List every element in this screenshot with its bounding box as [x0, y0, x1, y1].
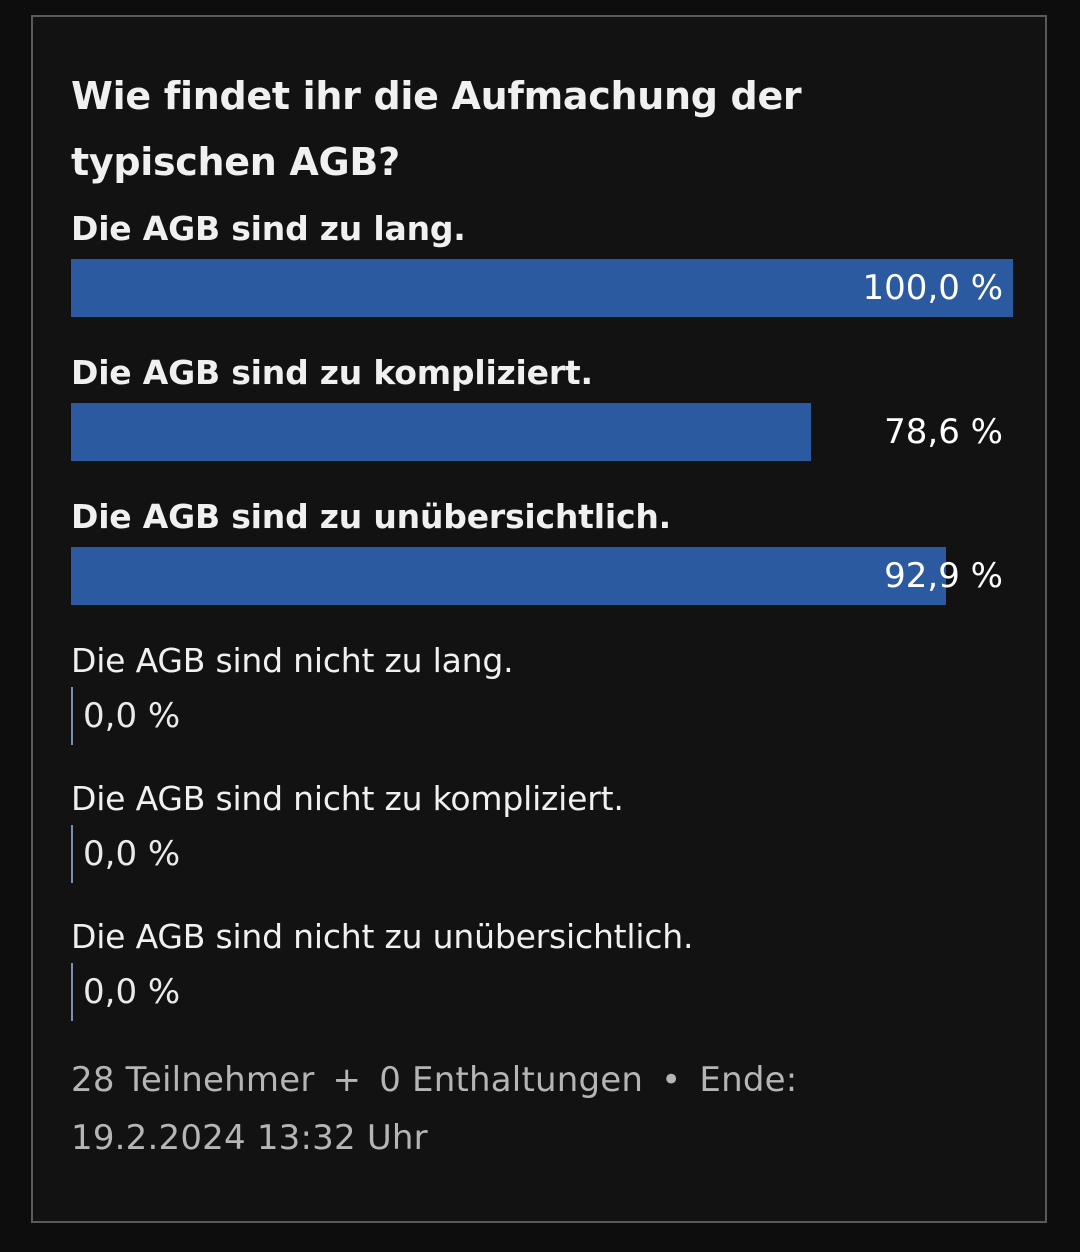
option-label: Die AGB sind nicht zu unübersichtlich. [71, 917, 694, 956]
end-label: Ende: [699, 1060, 798, 1100]
option-label: Die AGB sind zu unübersichtlich. [71, 497, 671, 536]
result-percent: 78,6 % [884, 412, 1003, 452]
poll-card: Wie findet ihr die Aufmachung der typisc… [31, 15, 1047, 1223]
option-label: Die AGB sind nicht zu kompliziert. [71, 779, 624, 818]
poll-option[interactable]: Die AGB sind zu kompliziert. 78,6 % [71, 349, 1013, 461]
result-percent: 92,9 % [884, 556, 1003, 596]
option-label: Die AGB sind zu lang. [71, 209, 466, 248]
plus-separator: + [332, 1060, 362, 1100]
poll-option[interactable]: Die AGB sind nicht zu unübersichtlich. 0… [71, 913, 1013, 1021]
option-label: Die AGB sind nicht zu lang. [71, 641, 514, 680]
result-percent: 0,0 % [83, 696, 181, 736]
poll-footer: 28 Teilnehmer +0 Enthaltungen • Ende: 19.2.… [71, 1051, 1013, 1167]
poll-content: Wie findet ihr die Aufmachung der typisc… [71, 63, 1013, 1167]
result-bar-fill [71, 687, 73, 745]
result-percent: 0,0 % [83, 972, 181, 1012]
end-datetime: 19.2.2024 13:32 Uhr [71, 1118, 428, 1158]
result-bar: 0,0 % [71, 825, 1013, 883]
participant-count: 28 Teilnehmer [71, 1060, 315, 1100]
poll-option[interactable]: Die AGB sind zu unübersichtlich. 92,9 % [71, 493, 1013, 605]
poll-options: Die AGB sind zu lang. 100,0 % Die AGB si… [71, 205, 1013, 1021]
result-bar-fill [71, 259, 1013, 317]
result-bar-fill [71, 963, 73, 1021]
poll-option[interactable]: Die AGB sind nicht zu lang. 0,0 % [71, 637, 1013, 745]
result-bar: 92,9 % [71, 547, 1013, 605]
result-bar-fill [71, 547, 947, 605]
poll-stats-line: 28 Teilnehmer +0 Enthaltungen • Ende: [71, 1051, 1013, 1109]
poll-option[interactable]: Die AGB sind nicht zu kompliziert. 0,0 % [71, 775, 1013, 883]
result-bar: 78,6 % [71, 403, 1013, 461]
abstention-count: 0 Enthaltungen [379, 1060, 644, 1100]
result-percent: 100,0 % [862, 268, 1003, 308]
result-percent: 0,0 % [83, 834, 181, 874]
result-bar: 0,0 % [71, 687, 1013, 745]
result-bar-fill [71, 403, 812, 461]
result-bar: 100,0 % [71, 259, 1013, 317]
poll-title: Wie findet ihr die Aufmachung der typisc… [71, 74, 802, 184]
dot-separator: • [661, 1060, 682, 1100]
result-bar-fill [71, 825, 73, 883]
poll-option[interactable]: Die AGB sind zu lang. 100,0 % [71, 205, 1013, 317]
option-label: Die AGB sind zu kompliziert. [71, 353, 593, 392]
result-bar: 0,0 % [71, 963, 1013, 1021]
